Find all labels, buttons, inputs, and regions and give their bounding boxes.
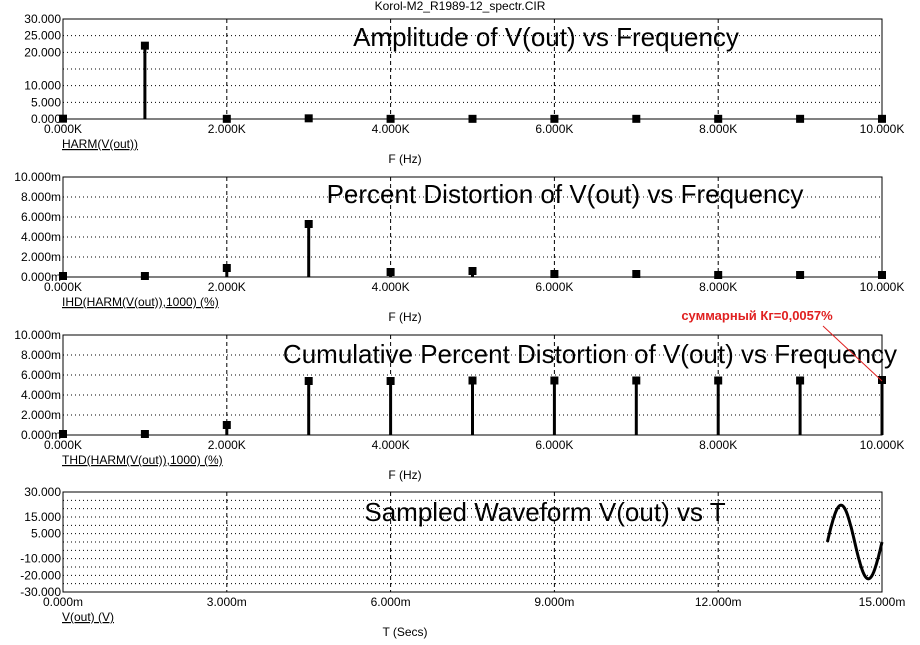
trace-label: THD(HARM(V(out)),1000) (%): [62, 453, 223, 467]
x-tick-label: 6.000K: [535, 438, 573, 452]
x-axis-label: F (Hz): [388, 152, 421, 166]
y-tick-label: 8.000m: [21, 348, 61, 362]
x-tick-label: 0.000K: [44, 122, 82, 136]
thd-annotation: суммарный Кг=0,0057%: [681, 308, 833, 323]
data-point: [714, 114, 723, 123]
y-tick-label: 6.000m: [21, 210, 61, 224]
data-point: [304, 377, 313, 385]
y-tick-label: 0.000: [31, 112, 61, 126]
x-tick-label: 2.000K: [208, 280, 246, 294]
x-tick-label: 0.000K: [44, 438, 82, 452]
chart-title: Percent Distortion of V(out) vs Frequenc…: [327, 179, 804, 209]
x-tick-label: 3.000m: [207, 595, 247, 609]
y-tick-label: 6.000m: [21, 368, 61, 382]
x-tick-label: 8.000K: [699, 438, 737, 452]
y-tick-label: 30.000: [24, 485, 61, 499]
y-tick-label: 0.000m: [21, 270, 61, 284]
data-point: [386, 268, 395, 276]
data-point: [796, 376, 805, 385]
x-tick-label: 4.000K: [372, 438, 410, 452]
data-point: [714, 271, 723, 279]
trace-label: V(out) (V): [62, 610, 114, 624]
data-point: [222, 421, 231, 429]
y-tick-label: 10.000m: [14, 328, 61, 342]
data-point: [304, 114, 313, 123]
data-point: [796, 271, 805, 279]
x-tick-label: 4.000K: [372, 122, 410, 136]
y-tick-label: 25.000: [24, 29, 61, 43]
y-tick-label: 10.000m: [14, 170, 61, 184]
x-tick-label: 8.000K: [699, 280, 737, 294]
y-tick-label: 20.000: [24, 45, 61, 59]
x-tick-label: 10.000K: [860, 280, 905, 294]
data-point: [59, 272, 67, 280]
data-point: [386, 377, 395, 385]
data-point: [59, 430, 67, 438]
y-tick-label: 15.000: [24, 510, 61, 524]
data-point: [468, 376, 477, 385]
data-point: [550, 270, 559, 278]
x-tick-label: 12.000m: [695, 595, 742, 609]
data-point: [632, 114, 641, 123]
x-tick-label: 9.000m: [534, 595, 574, 609]
data-point: [714, 376, 723, 385]
x-axis-label: F (Hz): [388, 468, 421, 482]
y-tick-label: -10.000: [20, 552, 61, 566]
data-point: [140, 430, 149, 438]
y-tick-label: 0.000m: [21, 428, 61, 442]
x-tick-label: 0.000m: [43, 595, 83, 609]
y-tick-label: -30.000: [20, 585, 61, 599]
data-point: [632, 376, 641, 385]
chart-title: Cumulative Percent Distortion of V(out) …: [283, 339, 897, 369]
y-tick-label: 30.000: [24, 12, 61, 26]
trace-label: HARM(V(out)): [62, 137, 138, 151]
data-point: [386, 114, 395, 123]
chart-title: Amplitude of V(out) vs Frequency: [353, 22, 739, 52]
data-point: [550, 114, 559, 123]
x-axis-label: F (Hz): [388, 310, 421, 324]
x-tick-label: 0.000K: [44, 280, 82, 294]
y-tick-label: 8.000m: [21, 190, 61, 204]
data-point: [222, 114, 231, 123]
data-point: [632, 270, 641, 278]
annotation-leader-line: [822, 325, 883, 382]
x-tick-label: 6.000m: [371, 595, 411, 609]
data-point: [222, 264, 231, 272]
x-tick-label: 2.000K: [208, 122, 246, 136]
x-tick-label: 15.000m: [859, 595, 906, 609]
chart-title: Sampled Waveform V(out) vs T: [364, 497, 725, 527]
data-point: [550, 376, 559, 385]
y-tick-label: 2.000m: [21, 250, 61, 264]
y-tick-label: 5.000: [31, 527, 61, 541]
data-point: [878, 114, 886, 123]
y-tick-label: -20.000: [20, 568, 61, 582]
y-tick-label: 4.000m: [21, 388, 61, 402]
x-tick-label: 10.000K: [860, 122, 905, 136]
x-tick-label: 6.000K: [535, 280, 573, 294]
data-point: [878, 376, 886, 384]
data-point: [140, 272, 149, 280]
x-tick-label: 2.000K: [208, 438, 246, 452]
x-tick-label: 10.000K: [860, 438, 905, 452]
y-tick-label: 10.000: [24, 79, 61, 93]
y-tick-label: 4.000m: [21, 230, 61, 244]
data-point: [878, 271, 886, 279]
data-point: [796, 114, 805, 123]
y-tick-label: 5.000: [31, 95, 61, 109]
x-tick-label: 4.000K: [372, 280, 410, 294]
x-tick-label: 8.000K: [699, 122, 737, 136]
trace-label: IHD(HARM(V(out)),1000) (%): [62, 295, 219, 309]
x-tick-label: 6.000K: [535, 122, 573, 136]
data-point: [140, 41, 149, 50]
data-point: [468, 114, 477, 123]
data-point: [304, 220, 313, 228]
x-axis-label: T (Secs): [382, 625, 427, 639]
window-title: Korol-M2_R1989-12_spectr.CIR: [374, 0, 546, 13]
data-point: [59, 114, 67, 123]
y-tick-label: 2.000m: [21, 408, 61, 422]
data-point: [468, 267, 477, 275]
